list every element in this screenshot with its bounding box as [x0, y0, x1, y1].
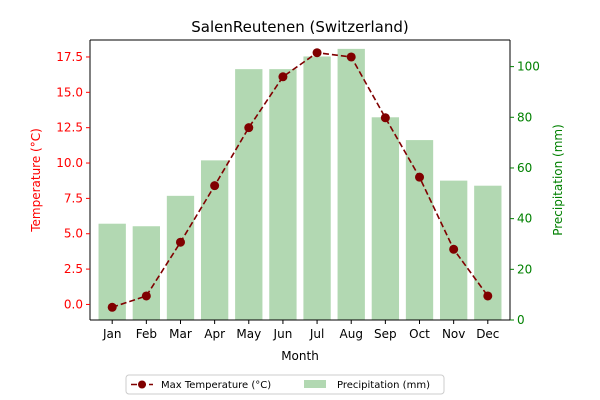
x-tick-label: Sep [374, 327, 397, 341]
y-left-tick-label: 5.0 [64, 227, 83, 241]
precip-bar-oct [405, 140, 434, 320]
y-left-tick-label: 17.5 [56, 50, 83, 64]
x-tick-label: Aug [340, 327, 363, 341]
temperature-point-mar [175, 237, 185, 247]
y-axis-left-label: Temperature (°C) [29, 128, 43, 233]
y-left-tick-label: 0.0 [64, 297, 83, 311]
precip-bar-jul [303, 56, 331, 320]
temperature-point-dec [483, 291, 493, 301]
temperature-point-feb [141, 291, 151, 301]
y-right-tick-label: 80 [517, 110, 532, 124]
x-tick-label: Jun [273, 327, 293, 341]
temperature-point-oct [415, 172, 425, 182]
x-tick-label: Jul [309, 327, 324, 341]
y-left-tick-label: 15.0 [56, 85, 83, 99]
chart-title: SalenReutenen (Switzerland) [191, 18, 408, 36]
precip-bar-may [235, 69, 263, 320]
y-left-tick-label: 10.0 [56, 156, 83, 170]
y-left-tick-label: 7.5 [64, 191, 83, 205]
legend-box [125, 374, 445, 395]
legend: Max Temperature (°C) Precipitation (mm) [125, 374, 445, 395]
y-right-tick-label: 100 [517, 60, 540, 74]
temperature-point-nov [449, 244, 459, 254]
precip-bar-jun [269, 69, 297, 320]
x-tick-label: May [236, 327, 261, 341]
y-left-tick-label: 12.5 [56, 121, 83, 135]
y-right-tick-label: 20 [517, 262, 532, 276]
temperature-point-jul [312, 48, 322, 58]
temperature-point-may [244, 123, 254, 133]
legend-temperature-label: Max Temperature (°C) [161, 380, 271, 391]
precip-bar-feb [132, 226, 160, 320]
temperature-point-jan [107, 302, 117, 312]
x-tick-label: Mar [169, 327, 192, 341]
precip-bar-aug [337, 48, 365, 321]
x-tick-label: Nov [442, 327, 465, 341]
x-tick-label: Jan [102, 327, 122, 341]
plot-area: Jan Feb Mar Apr May Jun Jul Aug Sep Oct Nov Dec 0.0 2… [56, 39, 540, 341]
temperature-point-jun [278, 72, 288, 82]
temperature-point-apr [210, 181, 220, 191]
x-tick-label: Oct [409, 327, 430, 341]
y-right-tick-label: 60 [517, 161, 532, 175]
legend-precip-swatch [304, 380, 326, 388]
legend-temperature-marker [138, 380, 146, 389]
x-tick-label: Apr [204, 327, 225, 341]
precip-bar-sep [371, 117, 400, 320]
y-right-tick-label: 0 [517, 313, 525, 327]
temperature-line [111, 51, 489, 309]
x-tick-label: Dec [476, 327, 499, 341]
x-tick-label: Feb [136, 327, 157, 341]
x-axis-label: Month [281, 349, 319, 363]
legend-precip-label: Precipitation (mm) [337, 380, 430, 391]
y-right-tick-label: 40 [517, 212, 532, 226]
temperature-point-aug [346, 52, 356, 62]
temperature-point-sep [380, 113, 390, 123]
y-left-tick-label: 2.5 [64, 262, 83, 276]
y-axis-right-label: Precipitation (mm) [551, 124, 565, 236]
